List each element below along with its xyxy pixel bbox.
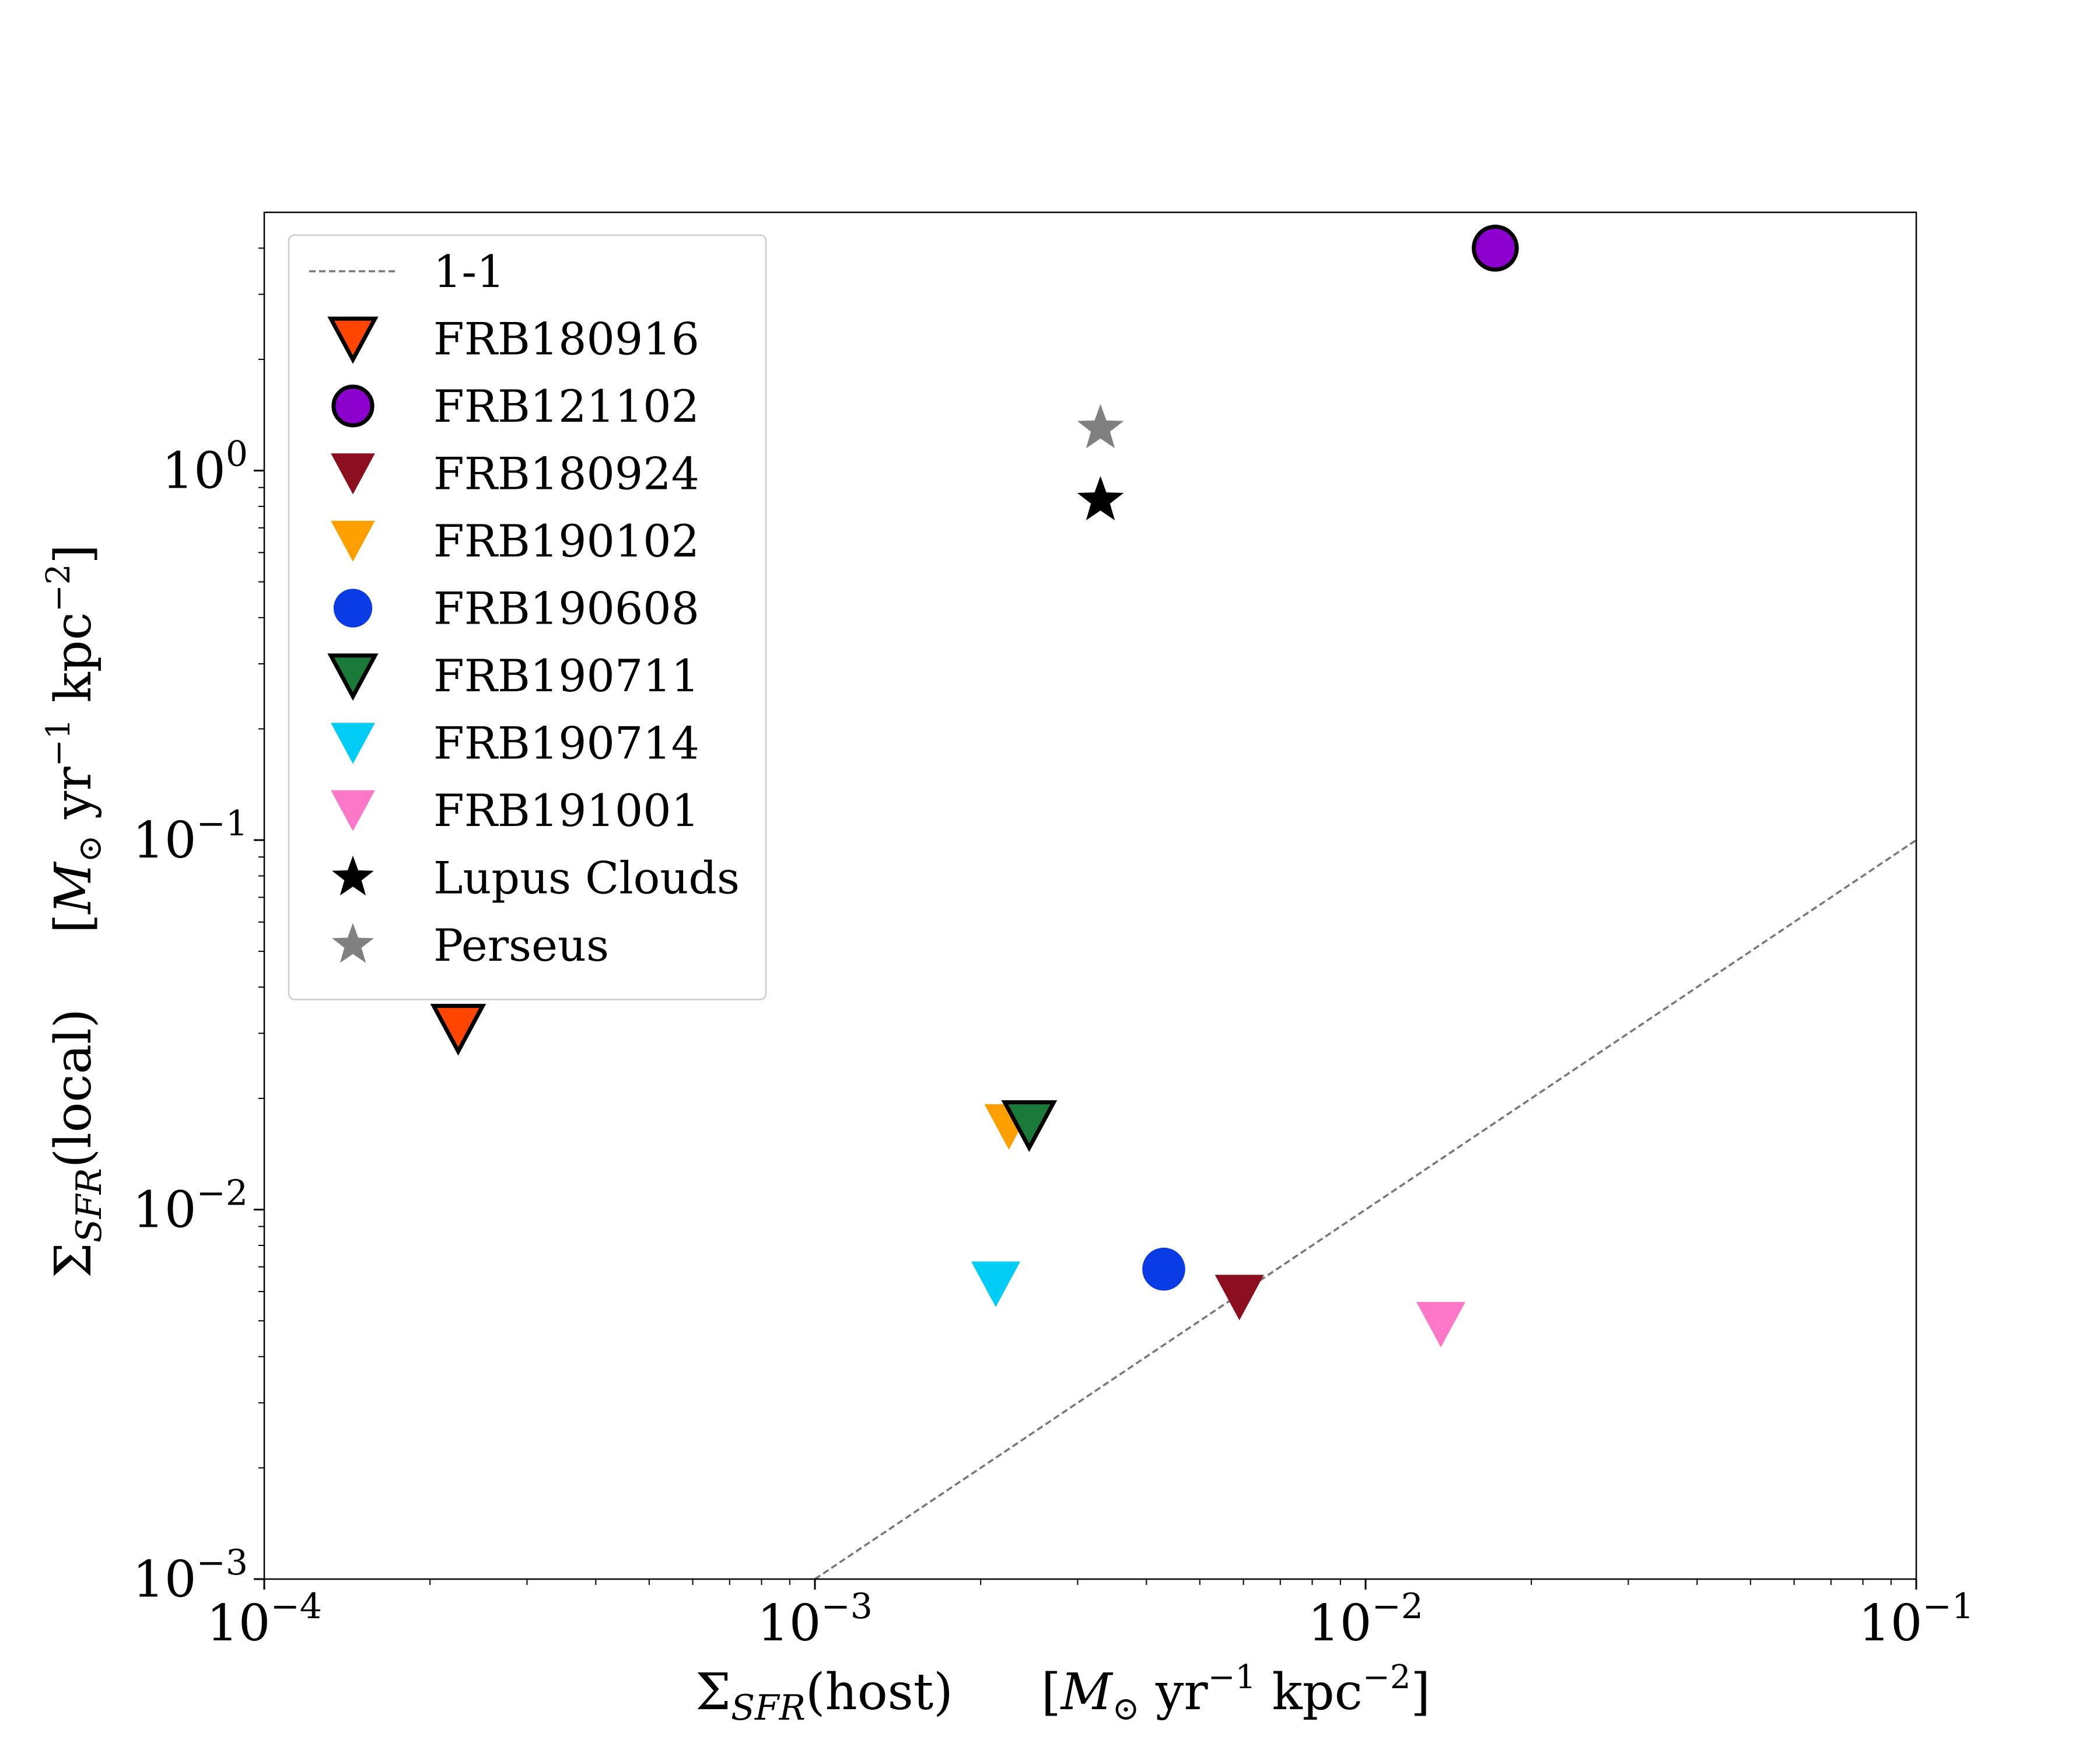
legend-key-frb190102 xyxy=(331,520,375,562)
x-axis-units: [M⊙ yr−1 kpc−2] xyxy=(1041,1658,1430,1728)
point-frb121102 xyxy=(1472,225,1519,272)
point-frb191001 xyxy=(1416,1301,1466,1348)
legend-label-frb191001: FRB191001 xyxy=(433,785,699,836)
x-tick-label: 10−2 xyxy=(1308,1586,1423,1653)
legend-key-frb180924 xyxy=(331,453,375,495)
y-tick-label: 100 xyxy=(162,434,248,501)
legend-key-frb190608 xyxy=(333,589,373,628)
point-frb190711 xyxy=(1001,1100,1058,1152)
x-tick-label: 10−4 xyxy=(206,1586,322,1653)
legend-label-one-to-one: 1-1 xyxy=(433,246,505,298)
point-frb180916 xyxy=(430,1003,487,1056)
one-to-one-line xyxy=(814,839,1917,1580)
plot-frame xyxy=(263,211,1917,1580)
legend-label-frb180924: FRB180924 xyxy=(433,448,699,500)
y-tick-label: 10−3 xyxy=(132,1542,248,1609)
legend-label-perseus: Perseus xyxy=(433,919,609,971)
legend-key-lupus-clouds xyxy=(332,855,374,896)
legend-label-frb190102: FRB190102 xyxy=(433,515,699,567)
y-tick-label: 10−2 xyxy=(132,1173,248,1240)
y-axis-label: ΣSFR(local) xyxy=(44,1009,110,1278)
point-frb180924 xyxy=(1214,1275,1264,1321)
x-tick-label: 10−3 xyxy=(757,1586,873,1653)
point-frb190608 xyxy=(1142,1247,1185,1291)
legend-label-lupus-clouds: Lupus Clouds xyxy=(433,852,740,904)
legend-key-frb190711 xyxy=(327,653,379,701)
legend-key-frb190714 xyxy=(331,723,375,764)
legend-label-frb190714: FRB190714 xyxy=(433,718,699,769)
legend-key-perseus xyxy=(332,923,374,963)
point-frb190714 xyxy=(971,1261,1020,1307)
x-axis-label: ΣSFR(host) xyxy=(695,1663,953,1728)
point-perseus xyxy=(1077,404,1124,449)
legend-label-frb121102: FRB121102 xyxy=(433,380,699,432)
legend-box xyxy=(288,234,767,1000)
y-tick-label: 10−1 xyxy=(132,803,248,870)
x-tick-label: 10−1 xyxy=(1859,1586,1974,1653)
legend-label-frb180916: FRB180916 xyxy=(433,313,699,365)
legend-key-frb180916 xyxy=(327,316,379,364)
y-axis-units: [M⊙ yr−1 kpc−2] xyxy=(40,544,109,933)
legend-label-frb190711: FRB190711 xyxy=(433,650,699,702)
legend-key-frb121102 xyxy=(331,384,374,428)
legend-key-frb191001 xyxy=(331,790,375,831)
point-lupus-clouds xyxy=(1077,476,1124,520)
legend-label-frb190608: FRB190608 xyxy=(433,583,699,635)
